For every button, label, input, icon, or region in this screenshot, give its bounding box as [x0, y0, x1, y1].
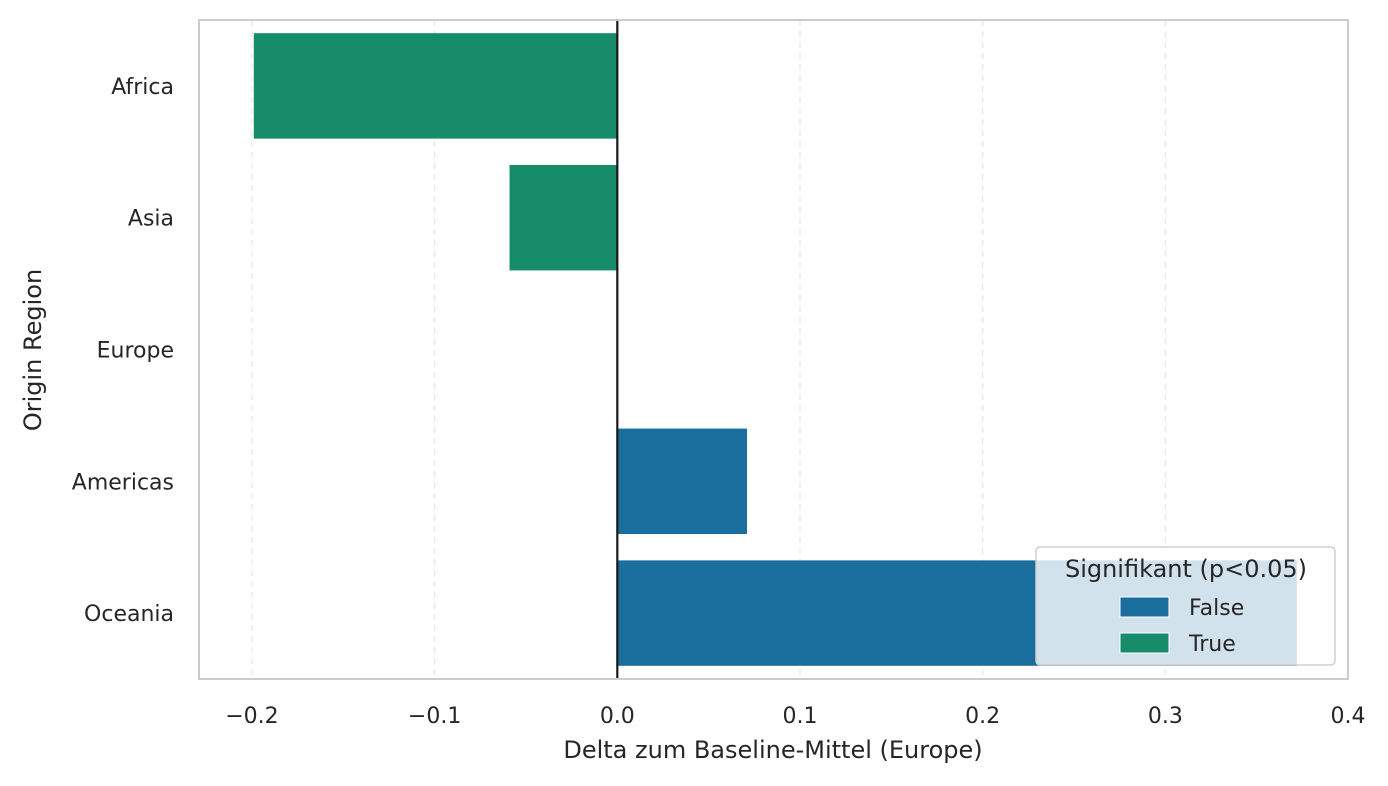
bar-africa: [253, 33, 618, 139]
x-tick-label: −0.2: [225, 704, 278, 729]
legend-label-false: False: [1189, 596, 1244, 621]
y-tick-label-asia: Asia: [128, 207, 174, 232]
x-tick-labels: −0.2 −0.1 0.0 0.1 0.2 0.3 0.4: [225, 704, 1365, 729]
y-tick-label-americas: Americas: [72, 470, 174, 495]
x-axis-title: Delta zum Baseline-Mittel (Europe): [563, 736, 982, 764]
x-tick-label: 0.0: [600, 704, 635, 729]
y-axis-title: Origin Region: [19, 269, 47, 431]
x-tick-label: 0.1: [782, 704, 817, 729]
legend-swatch-false: [1119, 596, 1170, 618]
y-tick-labels: Africa Asia Europe Americas Oceania: [72, 75, 174, 627]
x-tick-label: 0.2: [965, 704, 1000, 729]
y-tick-label-africa: Africa: [111, 75, 174, 100]
y-tick-label-europe: Europe: [97, 339, 174, 364]
legend-title: Signifikant (p<0.05): [1065, 555, 1307, 583]
legend-swatch-true: [1119, 632, 1170, 654]
legend-label-true: True: [1188, 632, 1236, 657]
x-tick-label: 0.3: [1148, 704, 1183, 729]
x-tick-label: 0.4: [1331, 704, 1366, 729]
bar-americas: [617, 428, 748, 535]
plot-frame: [198, 19, 1349, 680]
y-tick-label-oceania: Oceania: [84, 602, 174, 627]
legend: Signifikant (p<0.05) False True: [1035, 546, 1336, 666]
bar-asia: [509, 164, 618, 271]
x-tick-label: −0.1: [408, 704, 461, 729]
bars: [253, 33, 1297, 666]
legend-box: [1035, 546, 1336, 666]
